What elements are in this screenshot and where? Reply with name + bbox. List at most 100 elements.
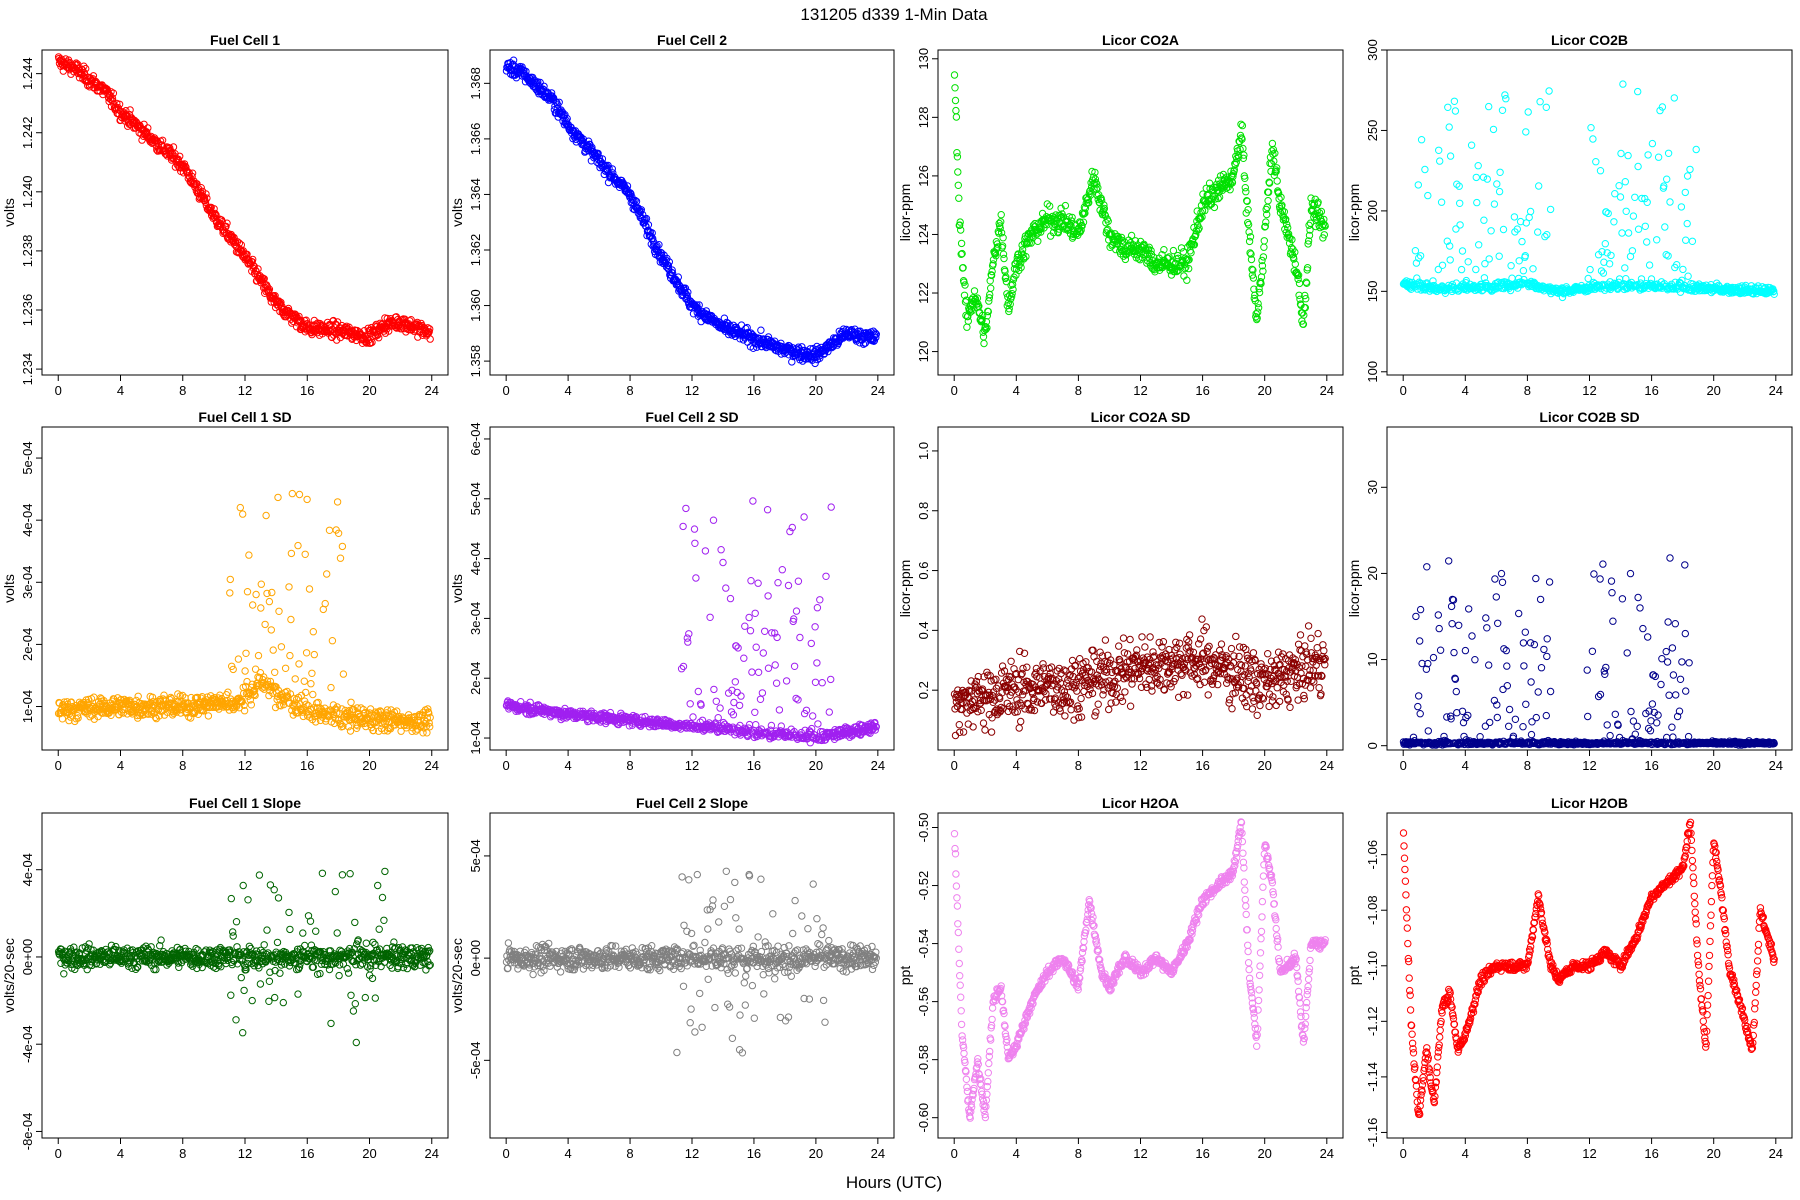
data-point	[1641, 222, 1650, 231]
data-point	[691, 539, 699, 547]
y-tick-label: 4e-04	[468, 542, 483, 575]
data-point	[241, 667, 249, 675]
panel-title: Licor CO2A SD	[1091, 409, 1191, 425]
data-point	[706, 613, 714, 621]
data-point	[1605, 260, 1614, 268]
x-tick-label: 8	[626, 383, 633, 398]
x-tick-label: 12	[238, 758, 252, 773]
x-tick-label: 8	[179, 758, 186, 773]
data-point	[176, 152, 184, 161]
data-point	[689, 713, 697, 721]
data-point	[204, 712, 213, 720]
y-tick-label: 1.360	[468, 289, 483, 322]
data-point	[813, 604, 822, 612]
data-point	[254, 651, 263, 660]
x-tick-label: 4	[564, 758, 571, 773]
data-point	[784, 581, 793, 590]
data-point	[980, 339, 988, 348]
x-tick-label: 16	[300, 383, 314, 398]
x-tick-label: 20	[1257, 383, 1271, 398]
data-point	[307, 680, 315, 688]
data-point	[275, 607, 283, 615]
plot-frame	[1386, 49, 1793, 376]
panel-title: Licor CO2A	[1102, 32, 1179, 48]
data-point	[197, 184, 205, 192]
data-point	[997, 218, 1005, 226]
y-tick-label: 1e-04	[468, 721, 483, 754]
x-tick-label: 24	[871, 383, 885, 398]
data-point	[1490, 200, 1499, 208]
y-tick-label: 1.242	[20, 116, 35, 149]
data-point	[1670, 94, 1679, 102]
data-point	[737, 692, 745, 700]
y-tick-label: 2e-04	[20, 628, 35, 661]
data-point	[981, 726, 989, 734]
data-point	[712, 697, 720, 705]
data-point	[263, 283, 272, 291]
data-point	[1414, 181, 1423, 189]
panel-title: Fuel Cell 1	[210, 32, 280, 48]
data-point	[201, 198, 210, 207]
x-tick-label: 8	[626, 758, 633, 773]
y-axis-label: volts	[1, 198, 17, 227]
data-point	[811, 623, 819, 631]
data-point	[303, 495, 311, 504]
data-point	[310, 650, 318, 659]
data-point	[288, 489, 296, 498]
data-point	[775, 706, 784, 714]
data-point	[1629, 212, 1638, 220]
data-point	[126, 106, 134, 114]
data-point	[423, 729, 431, 737]
data-point	[1489, 125, 1498, 134]
data-point	[1624, 151, 1632, 160]
y-tick-label: 1.244	[20, 57, 35, 90]
y-tick-label: 1.362	[468, 234, 483, 267]
data-point	[294, 541, 302, 550]
data-point	[1622, 207, 1630, 216]
x-tick-label: 20	[809, 758, 823, 773]
x-tick-label: 20	[809, 383, 823, 398]
data-point	[284, 304, 293, 313]
data-point	[1663, 175, 1671, 183]
data-point	[809, 712, 817, 720]
data-point	[1628, 247, 1637, 255]
data-point	[242, 649, 250, 657]
data-point	[1268, 139, 1277, 148]
data-point	[1508, 274, 1516, 282]
y-tick-label: 1.234	[20, 353, 35, 386]
data-point	[1618, 229, 1626, 237]
data-point	[1487, 227, 1495, 235]
data-point	[115, 105, 123, 114]
data-point	[301, 550, 309, 558]
data-point	[327, 321, 335, 329]
data-point	[1541, 232, 1549, 241]
data-point	[1653, 236, 1661, 244]
data-point	[1545, 87, 1553, 95]
data-point	[327, 683, 335, 692]
y-tick-label: 3e-04	[468, 602, 483, 635]
data-point	[731, 678, 739, 686]
data-point	[796, 633, 804, 642]
data-point	[1485, 255, 1493, 263]
data-point	[84, 81, 92, 90]
y-tick-label: 1e-04	[20, 690, 35, 723]
data-point	[792, 607, 801, 615]
y-tick-label: 120	[916, 341, 931, 363]
data-point	[1644, 151, 1652, 159]
data-point	[1444, 103, 1452, 112]
data-point	[1260, 237, 1269, 245]
data-point	[1499, 225, 1508, 234]
data-point	[746, 627, 755, 635]
data-point	[964, 317, 972, 325]
y-tick-label: 1.368	[468, 67, 483, 100]
data-point	[1457, 265, 1466, 274]
data-point	[1445, 123, 1453, 131]
data-point	[716, 704, 724, 712]
data-point	[1456, 221, 1464, 229]
data-point	[1474, 162, 1482, 170]
data-points	[502, 497, 880, 747]
x-tick-label: 20	[362, 758, 376, 773]
data-point	[735, 701, 744, 710]
x-tick-label: 24	[1320, 758, 1334, 773]
data-point	[257, 604, 265, 612]
